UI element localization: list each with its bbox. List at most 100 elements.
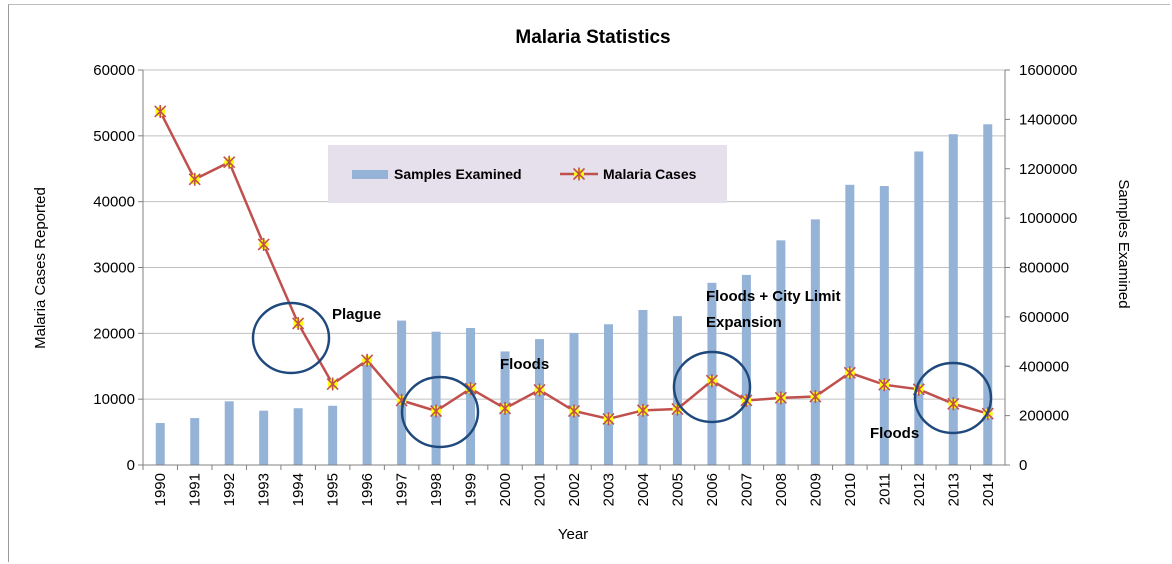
x-tick-label: 2002: [566, 473, 583, 506]
legend: Samples Examined Malaria Cases: [328, 145, 727, 203]
bar-samples-2013: [948, 134, 958, 465]
left-tick-label: 50000: [93, 128, 135, 145]
right-tick-label: 1400000: [1019, 111, 1077, 128]
marker-malaria-2006: [705, 374, 718, 388]
bar-samples-2010: [845, 184, 855, 465]
annotation-floods-city-limit: Floods + City Limit: [706, 288, 841, 305]
marker-malaria-2003: [602, 412, 615, 426]
x-tick-label: 1998: [428, 473, 445, 506]
left-axis-label: Malaria Cases Reported: [32, 187, 49, 349]
x-tick-label: 2006: [704, 473, 721, 506]
right-tick-label: 0: [1019, 457, 1027, 474]
bar-samples-2006: [707, 282, 717, 465]
x-tick-label: 1997: [394, 473, 411, 506]
bar-samples-2008: [776, 240, 786, 465]
axes: 0100002000030000400005000060000020000040…: [93, 62, 1077, 506]
marker-malaria-2009: [809, 390, 822, 404]
bar-samples-2012: [914, 151, 924, 465]
left-tick-label: 40000: [93, 194, 135, 211]
x-tick-label: 1990: [152, 473, 169, 506]
bar-samples-2002: [569, 332, 579, 465]
x-tick-label: 2013: [945, 473, 962, 506]
x-tick-label: 2010: [842, 473, 859, 506]
annotation-expansion: Expansion: [706, 314, 782, 331]
left-tick-label: 20000: [93, 325, 135, 342]
bar-samples-1996: [362, 362, 372, 465]
marker-malaria-1992: [223, 155, 236, 169]
marker-malaria-1990: [154, 104, 167, 118]
marker-malaria-1998: [430, 404, 443, 418]
marker-malaria-2005: [671, 402, 684, 416]
x-tick-label: 2009: [807, 473, 824, 506]
right-tick-label: 200000: [1019, 408, 1069, 425]
right-tick-label: 1200000: [1019, 161, 1077, 178]
x-tick-label: 2011: [876, 473, 893, 505]
marker-malaria-1993: [257, 237, 270, 251]
right-tick-label: 1000000: [1019, 210, 1077, 227]
left-tick-label: 0: [127, 457, 135, 474]
annotations: Plague Floods Floods + City Limit Expansion…: [251, 288, 993, 449]
x-tick-label: 2007: [738, 473, 755, 506]
marker-malaria-2013: [947, 397, 960, 411]
legend-swatch-samples: [352, 170, 388, 179]
legend-box: [328, 145, 727, 203]
highlight-circle-2013: [913, 361, 993, 435]
bar-samples-1993: [259, 410, 269, 465]
right-tick-label: 600000: [1019, 309, 1069, 326]
marker-malaria-1996: [361, 353, 374, 367]
right-tick-label: 1600000: [1019, 62, 1077, 79]
bar-samples-2001: [535, 339, 545, 465]
x-tick-label: 2005: [669, 473, 686, 506]
x-tick-label: 2012: [911, 473, 928, 506]
highlight-circle-2006: [672, 350, 752, 424]
marker-malaria-2000: [498, 401, 512, 415]
x-tick-label: 2000: [497, 473, 514, 506]
marker-malaria-1991: [188, 172, 201, 186]
right-tick-label: 800000: [1019, 260, 1069, 277]
x-tick-label: 1994: [290, 473, 307, 506]
legend-marker-malaria: [572, 167, 586, 181]
bar-samples-2003: [603, 324, 613, 465]
bar-samples-1992: [224, 401, 234, 465]
left-tick-label: 10000: [93, 391, 135, 408]
x-tick-label: 1991: [187, 473, 204, 506]
x-tick-label: 1993: [256, 473, 273, 506]
bar-samples-1998: [431, 331, 441, 465]
right-tick-label: 400000: [1019, 358, 1069, 375]
marker-malaria-2010: [843, 366, 856, 380]
x-tick-label: 1995: [325, 473, 342, 506]
bar-samples-2005: [672, 316, 682, 465]
bar-samples-2004: [638, 309, 648, 465]
marker-malaria-2002: [567, 404, 581, 418]
annotation-plague: Plague: [332, 306, 381, 323]
x-tick-label: 1992: [221, 473, 238, 506]
bar-samples-1997: [397, 320, 407, 465]
x-tick-label: 2008: [773, 473, 790, 506]
chart-frame: [8, 4, 1170, 562]
x-tick-label: 2004: [635, 473, 652, 506]
left-tick-label: 30000: [93, 260, 135, 277]
marker-malaria-2004: [636, 403, 650, 417]
bar-samples-1990: [155, 423, 165, 465]
bar-samples-1994: [293, 408, 303, 465]
bar-samples-1991: [190, 418, 200, 465]
annotation-floods: Floods: [500, 356, 549, 373]
right-axis-label: Samples Examined: [1115, 179, 1132, 308]
marker-malaria-1995: [326, 377, 339, 391]
malaria-cases-line: [154, 104, 994, 426]
marker-malaria-2008: [774, 391, 787, 405]
marker-malaria-2001: [533, 383, 546, 397]
bar-samples-2014: [983, 124, 993, 465]
x-tick-label: 1999: [463, 473, 480, 506]
highlight-circle-1998: [400, 375, 480, 449]
x-axis-label: Year: [558, 526, 588, 543]
legend-label-samples: Samples Examined: [394, 166, 522, 182]
marker-malaria-2011: [878, 378, 891, 392]
x-tick-label: 2001: [532, 473, 549, 506]
x-tick-label: 2014: [980, 473, 997, 506]
legend-label-malaria: Malaria Cases: [603, 166, 697, 182]
x-tick-label: 1996: [359, 473, 376, 506]
x-tick-label: 2003: [600, 473, 617, 506]
bar-samples-2009: [810, 219, 820, 465]
